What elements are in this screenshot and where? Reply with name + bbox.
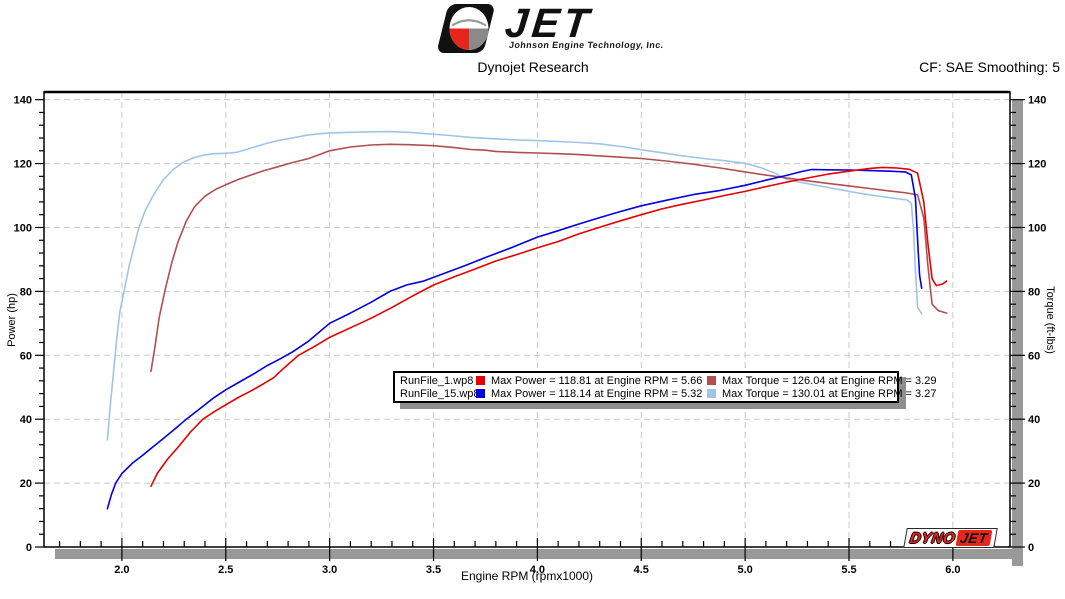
power-swatch-run15 xyxy=(476,389,485,398)
bottom-shadow-bar xyxy=(55,549,1023,559)
y-tick-label-right: 40 xyxy=(1028,414,1040,426)
x-tick-label: 2.5 xyxy=(218,564,233,576)
dynojet-watermark-jet: JET xyxy=(955,530,992,546)
y-tick-label-right: 0 xyxy=(1028,542,1034,554)
y-tick-label-right: 20 xyxy=(1028,478,1040,490)
curve-runfile-15-torque xyxy=(106,130,923,441)
x-axis-title: Engine RPM (rpmx1000) xyxy=(460,569,594,583)
y-tick-label-right: 100 xyxy=(1028,222,1046,234)
legend-row-runfile-1: RunFile_1.wp8 Max Power = 118.81 at Engi… xyxy=(400,374,936,387)
y-tick-label-left: 20 xyxy=(20,478,32,490)
y-tick-label-right: 120 xyxy=(1028,159,1046,171)
curve-runfile-1-torque xyxy=(150,143,948,373)
x-tick-label: 6.0 xyxy=(945,564,960,576)
legend-file-name: RunFile_1.wp8 xyxy=(400,374,474,387)
jet-gauge-icon xyxy=(438,4,494,53)
legend-box: RunFile_1.wp8 Max Power = 118.81 at Engi… xyxy=(393,371,936,403)
y-tick-label-right: 80 xyxy=(1028,286,1040,298)
jet-logo: JET Johnson Engine Technology, Inc. xyxy=(428,0,666,56)
legend-max-power-label: Max Power = 118.14 at Engine RPM = 5.32 xyxy=(491,387,703,400)
y-tick-label-left: 80 xyxy=(20,286,32,298)
x-tick-label: 2.0 xyxy=(114,564,129,576)
dynojet-research-title: Dynojet Research xyxy=(477,59,589,75)
y-tick-label-left: 100 xyxy=(14,222,32,234)
dynojet-watermark: DYNO JET xyxy=(903,528,998,548)
dynojet-watermark-dyno: DYNO xyxy=(908,529,957,547)
tick-labels: 2.0 2.5 3.0 3.5 4.0 4.5 5.0 5.5 6.0 0 0 20 20 40 40 60 6… xyxy=(14,95,1047,576)
legend-max-torque-label: Max Torque = 126.04 at Engine RPM = 3.29 xyxy=(722,374,937,387)
y-tick-label-left: 40 xyxy=(20,414,32,426)
torque-swatch-run1 xyxy=(707,376,716,385)
right-axis-title: Torque (ft-lbs) xyxy=(1044,286,1056,354)
x-tick-label: 4.5 xyxy=(634,564,649,576)
smoothing-status: CF: SAE Smoothing: 5 xyxy=(919,59,1060,75)
gridlines xyxy=(44,92,1010,547)
torque-swatch-run15 xyxy=(707,389,716,398)
y-tick-label-right: 60 xyxy=(1028,350,1040,362)
x-tick-label: 3.0 xyxy=(322,564,337,576)
legend-file-name: RunFile_15.wp8 xyxy=(400,387,480,400)
curve-runfile-1-power xyxy=(150,166,948,488)
legend-max-power-label: Max Power = 118.81 at Engine RPM = 5.66 xyxy=(491,374,703,387)
y-tick-label-left: 140 xyxy=(14,95,32,107)
curves xyxy=(106,130,948,510)
x-tick-label: 5.0 xyxy=(737,564,752,576)
x-tick-label: 4.0 xyxy=(530,564,545,576)
power-swatch-run1 xyxy=(476,376,485,385)
y-tick-label-right: 140 xyxy=(1028,95,1046,107)
plot-frame xyxy=(35,90,1025,566)
curve-runfile-15-power xyxy=(106,168,923,510)
x-tick-label: 3.5 xyxy=(426,564,441,576)
y-tick-label-left: 0 xyxy=(26,542,32,554)
legend-row-runfile-15: RunFile_15.wp8 Max Power = 118.14 at Eng… xyxy=(400,387,936,400)
right-shadow-bar xyxy=(1012,100,1023,566)
y-tick-label-left: 120 xyxy=(14,159,32,171)
y-tick-label-left: 60 xyxy=(20,350,32,362)
left-axis-title: Power (hp) xyxy=(6,293,18,347)
legend-max-torque-label: Max Torque = 130.01 at Engine RPM = 3.27 xyxy=(722,387,937,400)
x-tick-label: 5.5 xyxy=(841,564,856,576)
